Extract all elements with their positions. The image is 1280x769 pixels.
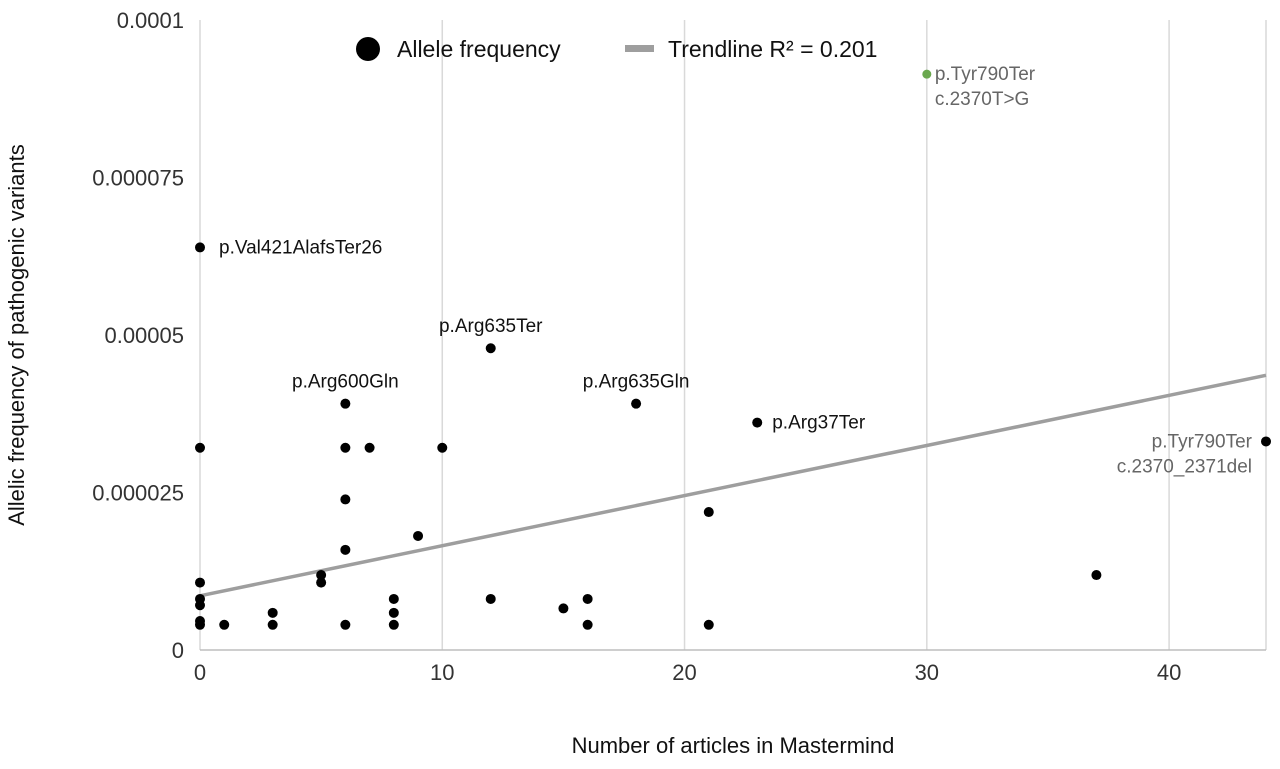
data-point (1261, 436, 1271, 447)
y-tick-label: 0.000025 (92, 481, 184, 506)
data-point (437, 442, 448, 453)
data-point (485, 593, 496, 604)
data-point (1091, 570, 1102, 581)
data-point (922, 69, 932, 79)
data-point (485, 343, 496, 354)
data-point (388, 607, 399, 618)
data-point (752, 417, 763, 428)
x-axis-ticks: 0 10 20 30 40 (194, 660, 1181, 685)
data-label: p.Arg635Ter (439, 316, 543, 337)
x-axis-title: Number of articles in Mastermind (572, 733, 895, 758)
data-point (195, 600, 205, 611)
data-point (340, 619, 351, 630)
data-point (340, 398, 351, 409)
data-label: p.Arg37Ter (772, 413, 866, 434)
x-tick-label: 20 (672, 660, 696, 685)
y-tick-label: 0.000075 (92, 166, 184, 191)
data-point (219, 619, 230, 630)
y-axis-title: Allelic frequency of pathogenic variants (4, 144, 29, 526)
y-tick-label: 0.00005 (104, 323, 184, 348)
data-label: p.Tyr790Ter (935, 64, 1036, 85)
data-point (631, 398, 642, 409)
data-points (195, 69, 1271, 630)
data-point (703, 619, 714, 630)
data-point (558, 603, 569, 614)
data-point (340, 442, 351, 453)
grid-lines (199, 20, 1267, 651)
legend-label-allele-frequency: Allele frequency (397, 36, 561, 62)
data-point (703, 507, 714, 518)
trendline-layer (199, 373, 1267, 598)
legend: Allele frequency Trendline R² = 0.201 (356, 36, 877, 62)
x-tick-label: 10 (430, 660, 454, 685)
y-tick-label: 0.0001 (117, 8, 184, 33)
data-label: p.Arg635Gln (583, 372, 690, 393)
data-point (195, 442, 205, 453)
data-label: p.Val421AlafsTer26 (219, 237, 382, 258)
data-point (582, 619, 593, 630)
data-label: p.Arg600Gln (292, 372, 399, 393)
legend-marker-trendline (625, 45, 654, 52)
data-point (388, 593, 399, 604)
data-point (413, 530, 424, 541)
data-point (195, 619, 205, 630)
x-tick-label: 0 (194, 660, 206, 685)
data-labels: p.Val421AlafsTer26 p.Arg600Gln p.Arg635Ter… (219, 64, 1253, 477)
trendline (199, 373, 1267, 598)
data-point (340, 544, 351, 555)
data-point (195, 242, 205, 253)
legend-marker-allele-frequency (356, 37, 380, 61)
data-point (582, 593, 593, 604)
data-point (267, 619, 278, 630)
x-tick-label: 30 (915, 660, 939, 685)
data-label: p.Tyr790Ter (1152, 431, 1253, 452)
y-tick-label: 0 (172, 638, 184, 663)
data-point (364, 442, 375, 453)
data-point (316, 577, 327, 588)
data-point (267, 607, 278, 618)
data-point (316, 570, 327, 581)
legend-label-trendline: Trendline R² = 0.201 (668, 36, 877, 62)
data-point (195, 577, 205, 588)
data-point (388, 619, 399, 630)
data-label-secondary: c.2370_2371del (1117, 456, 1252, 477)
x-tick-label: 40 (1157, 660, 1181, 685)
data-label-secondary: c.2370T>G (935, 89, 1030, 110)
y-axis-ticks: 0 0.000025 0.00005 0.000075 0.0001 (92, 8, 184, 663)
data-point (340, 494, 351, 505)
